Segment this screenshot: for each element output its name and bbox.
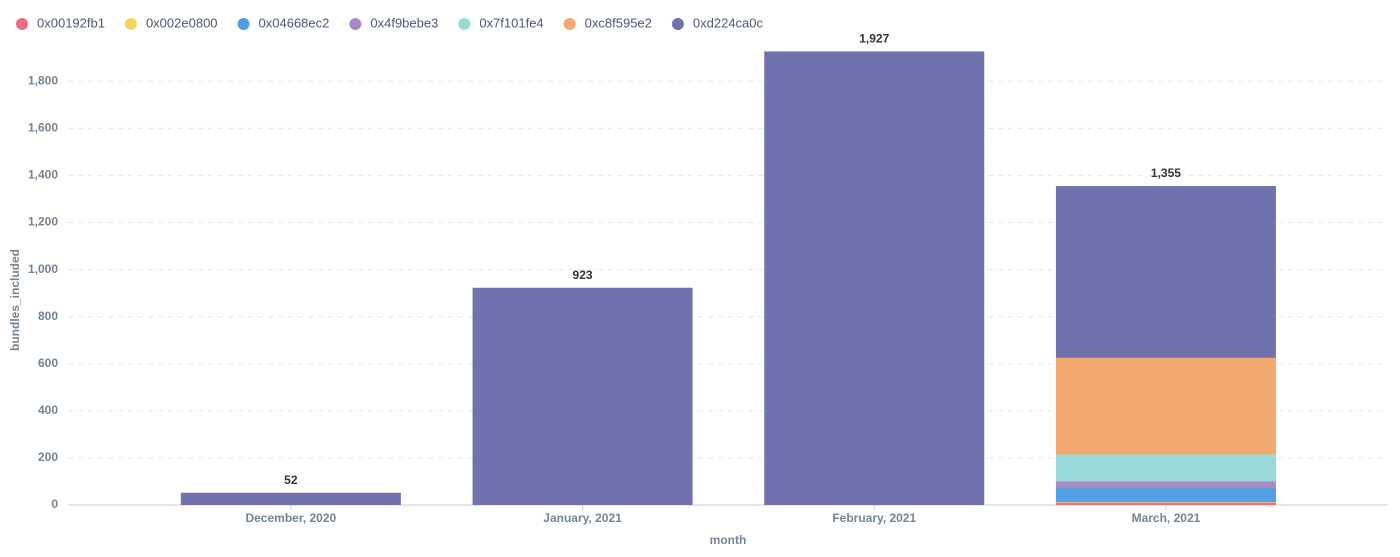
- y-tick-label: 1,000: [28, 262, 58, 276]
- y-tick-label: 1,200: [28, 215, 58, 229]
- legend-label: 0x002e0800: [146, 15, 218, 30]
- x-tick-label: December, 2020: [245, 511, 336, 525]
- y-tick-label: 200: [38, 450, 58, 464]
- bar-segment: [1055, 481, 1276, 489]
- y-tick-label: 600: [38, 356, 58, 370]
- y-axis-title: bundles_included: [8, 249, 22, 351]
- legend-label: 0x7f101fe4: [479, 15, 543, 30]
- bar-segment: [764, 51, 985, 505]
- y-tick-label: 0: [51, 497, 58, 511]
- y-tick-label: 1,800: [28, 73, 58, 87]
- legend-label: 0xd224ca0c: [693, 15, 764, 30]
- bar-segment: [1055, 186, 1276, 358]
- bar-segment: [472, 287, 693, 505]
- total-label: 923: [573, 268, 593, 282]
- bar-segment: [1055, 454, 1276, 482]
- legend-swatch: [563, 18, 576, 30]
- legend-label: 0x00192fb1: [37, 15, 105, 30]
- y-tick-label: 400: [38, 403, 58, 417]
- y-tick-label: 800: [38, 309, 58, 323]
- y-tick-label: 1,400: [28, 168, 58, 182]
- legend-label: 0x4f9bebe3: [370, 15, 438, 30]
- legend: 0x00192fb1 0x002e0800 0x04668ec2 0x4f9bebe3…: [16, 15, 764, 30]
- y-tick-label: 1,600: [28, 121, 58, 135]
- bar-segment: [1055, 502, 1276, 505]
- legend-swatch: [237, 18, 250, 30]
- x-axis-title: month: [710, 533, 747, 547]
- legend-swatch: [124, 18, 137, 30]
- x-tick-label: March, 2021: [1132, 511, 1201, 525]
- legend-swatch: [458, 18, 471, 30]
- bar-segment: [1055, 488, 1276, 503]
- bar-segment: [1055, 357, 1276, 455]
- x-tick-label: January, 2021: [543, 511, 622, 525]
- x-tick-label: February, 2021: [832, 511, 916, 525]
- bar-segment: [180, 492, 401, 505]
- legend-swatch: [671, 18, 684, 30]
- legend-label: 0x04668ec2: [259, 15, 330, 30]
- legend-swatch: [16, 18, 28, 30]
- total-label: 52: [284, 473, 298, 487]
- total-label: 1,927: [859, 32, 889, 46]
- total-label: 1,355: [1151, 166, 1181, 180]
- legend-swatch: [349, 18, 362, 30]
- legend-label: 0xc8f595e2: [585, 15, 652, 30]
